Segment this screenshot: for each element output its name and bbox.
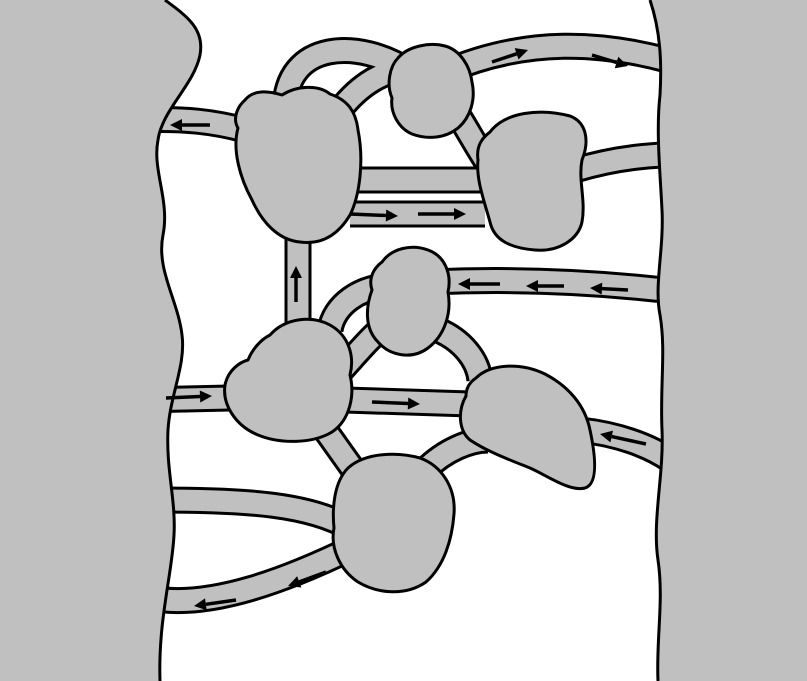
flow-arrow-left <box>600 430 647 446</box>
node-d <box>366 245 451 357</box>
flow-arrow-left <box>194 598 237 611</box>
node-g <box>331 452 456 594</box>
node-f <box>459 364 597 491</box>
flow-arrow-right <box>371 397 420 410</box>
node-a <box>234 85 363 245</box>
flow-arrow-right <box>165 390 212 403</box>
flow-arrow-left <box>526 280 564 292</box>
flow-arrows <box>165 48 647 611</box>
flow-arrow-left <box>288 570 327 588</box>
node-c <box>476 110 588 252</box>
node-e <box>223 317 354 443</box>
flow-arrow-right <box>418 208 466 220</box>
node-d-to-right <box>429 269 682 303</box>
flow-arrow-right <box>491 48 528 64</box>
flow-arrow-left <box>170 119 210 131</box>
flow-arrow-left <box>458 278 500 290</box>
flow-arrow-right <box>349 209 398 222</box>
flow-arrow-up <box>290 266 302 302</box>
right-tissue-edge <box>648 0 665 681</box>
node-b <box>387 43 475 139</box>
left-tissue-edge <box>155 0 203 681</box>
flow-arrow-left <box>590 282 629 295</box>
node-a-to-node-b-arc <box>274 40 416 111</box>
flow-arrow-right <box>591 53 628 69</box>
node-d-to-node-f <box>433 320 491 382</box>
node-g-to-left-bottom <box>147 538 357 612</box>
